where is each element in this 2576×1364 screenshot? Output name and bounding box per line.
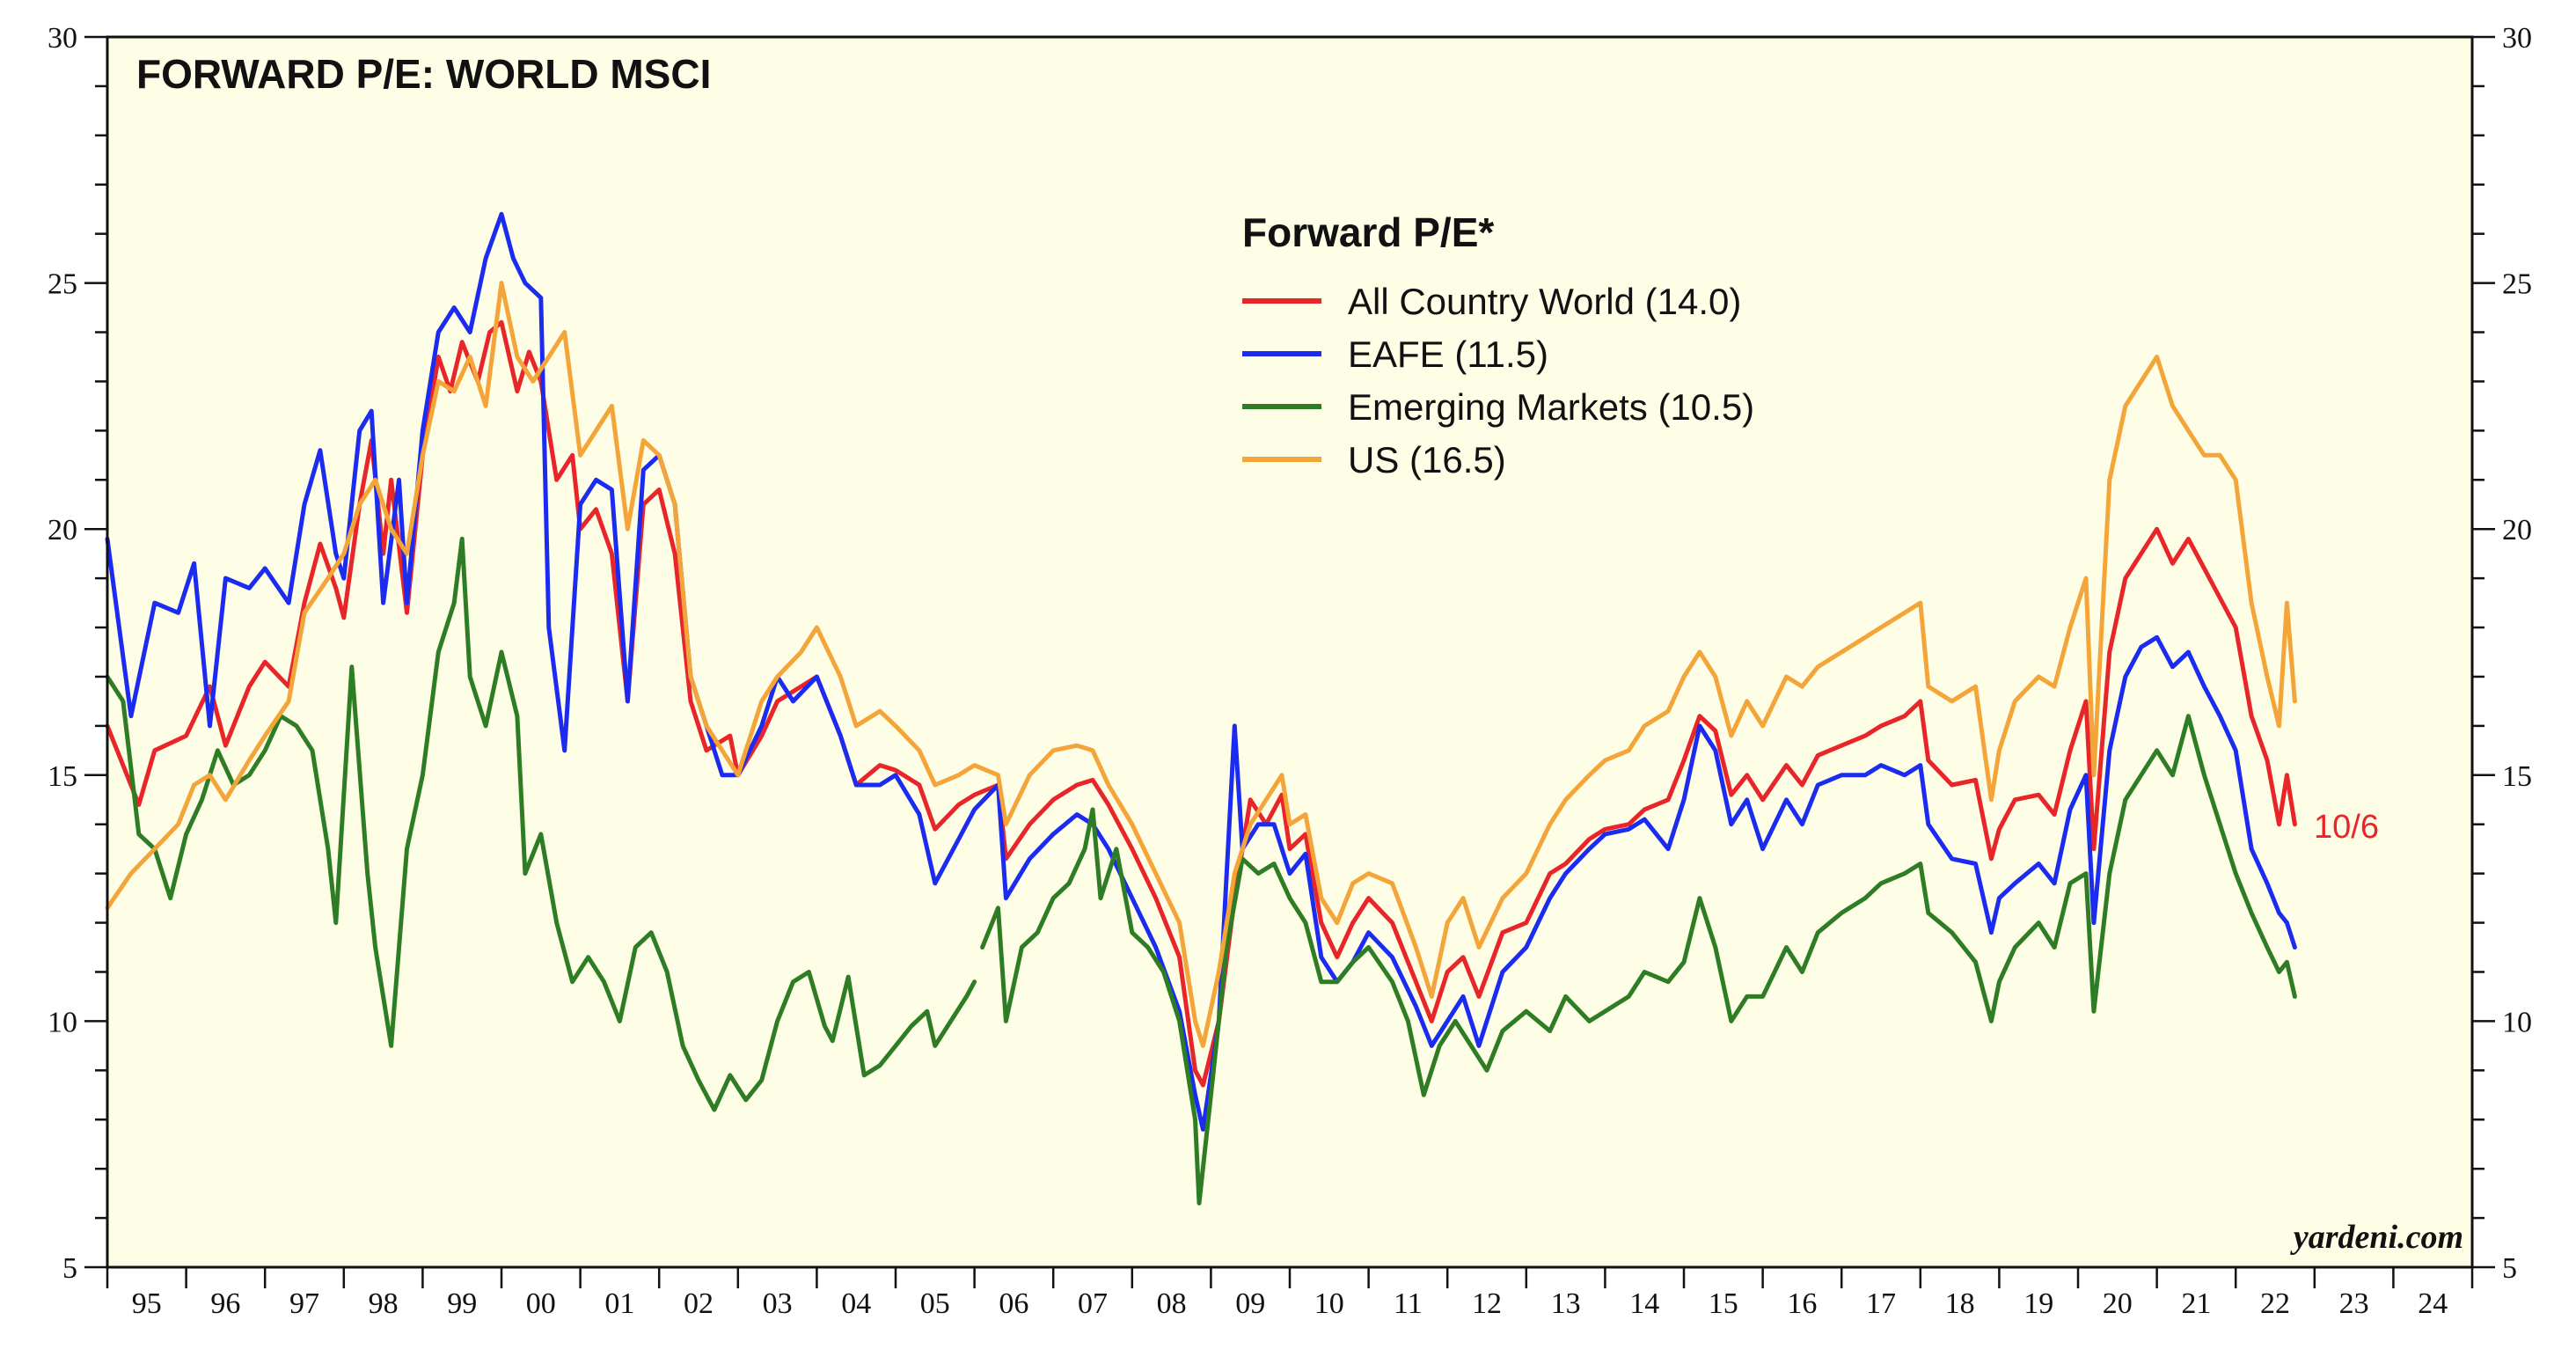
x-tick-label: 95 [132,1287,162,1320]
x-tick-label: 02 [684,1287,714,1320]
x-tick-label: 22 [2260,1287,2290,1320]
x-tick-label: 03 [763,1287,793,1320]
legend-label: US (16.5) [1348,439,1506,480]
legend-title: Forward P/E* [1242,209,1494,255]
x-tick-label: 21 [2181,1287,2211,1320]
x-tick-label: 15 [1709,1287,1738,1320]
x-tick-label: 24 [2418,1287,2448,1320]
y-tick-label-left: 15 [48,760,77,793]
x-tick-label: 10 [1314,1287,1344,1320]
y-tick-label-left: 20 [48,514,77,546]
y-tick-label-right: 25 [2502,268,2532,301]
legend-label: Emerging Markets (10.5) [1348,386,1754,428]
y-tick-label-left: 25 [48,268,77,301]
x-tick-label: 07 [1078,1287,1108,1320]
source-watermark: yardeni.com [2290,1219,2463,1256]
y-tick-label-right: 30 [2502,22,2532,55]
legend-label: All Country World (14.0) [1348,281,1741,322]
x-tick-label: 14 [1629,1287,1659,1320]
series-line-4 [105,281,2297,1048]
x-tick-label: 13 [1551,1287,1581,1320]
y-tick-label-left: 5 [62,1252,77,1285]
y-tick-label-right: 20 [2502,514,2532,546]
x-tick-label: 08 [1157,1287,1187,1320]
y-tick-label-right: 15 [2502,760,2532,793]
x-tick-label: 18 [1945,1287,1975,1320]
series-line-3 [105,536,2297,1206]
x-tick-label: 01 [604,1287,634,1320]
y-tick-label-right: 5 [2502,1252,2517,1285]
x-tick-label: 04 [841,1287,871,1320]
y-tick-label-left: 10 [48,1006,77,1038]
chart-title: FORWARD P/E: WORLD MSCI [136,51,711,97]
legend-label: EAFE (11.5) [1348,334,1548,375]
x-tick-label: 16 [1787,1287,1817,1320]
y-tick-label-right: 10 [2502,1006,2532,1038]
x-tick-label: 12 [1472,1287,1502,1320]
y-tick-label-left: 30 [48,22,77,55]
x-tick-label: 19 [2023,1287,2053,1320]
x-tick-label: 05 [920,1287,950,1320]
x-tick-label: 06 [999,1287,1028,1320]
x-tick-label: 09 [1235,1287,1265,1320]
x-tick-label: 23 [2339,1287,2369,1320]
legend: All Country World (14.0) EAFE (11.5) Emerg… [1242,281,1754,480]
x-tick-label: 17 [1866,1287,1896,1320]
x-tick-label: 00 [526,1287,556,1320]
x-tick-label: 97 [289,1287,319,1320]
x-tick-label: 99 [447,1287,477,1320]
end-date-label: 10/6 [2314,809,2379,846]
x-tick-label: 11 [1394,1287,1423,1320]
x-tick-label: 98 [369,1287,399,1320]
x-tick-label: 96 [210,1287,240,1320]
x-tick-label: 20 [2103,1287,2133,1320]
